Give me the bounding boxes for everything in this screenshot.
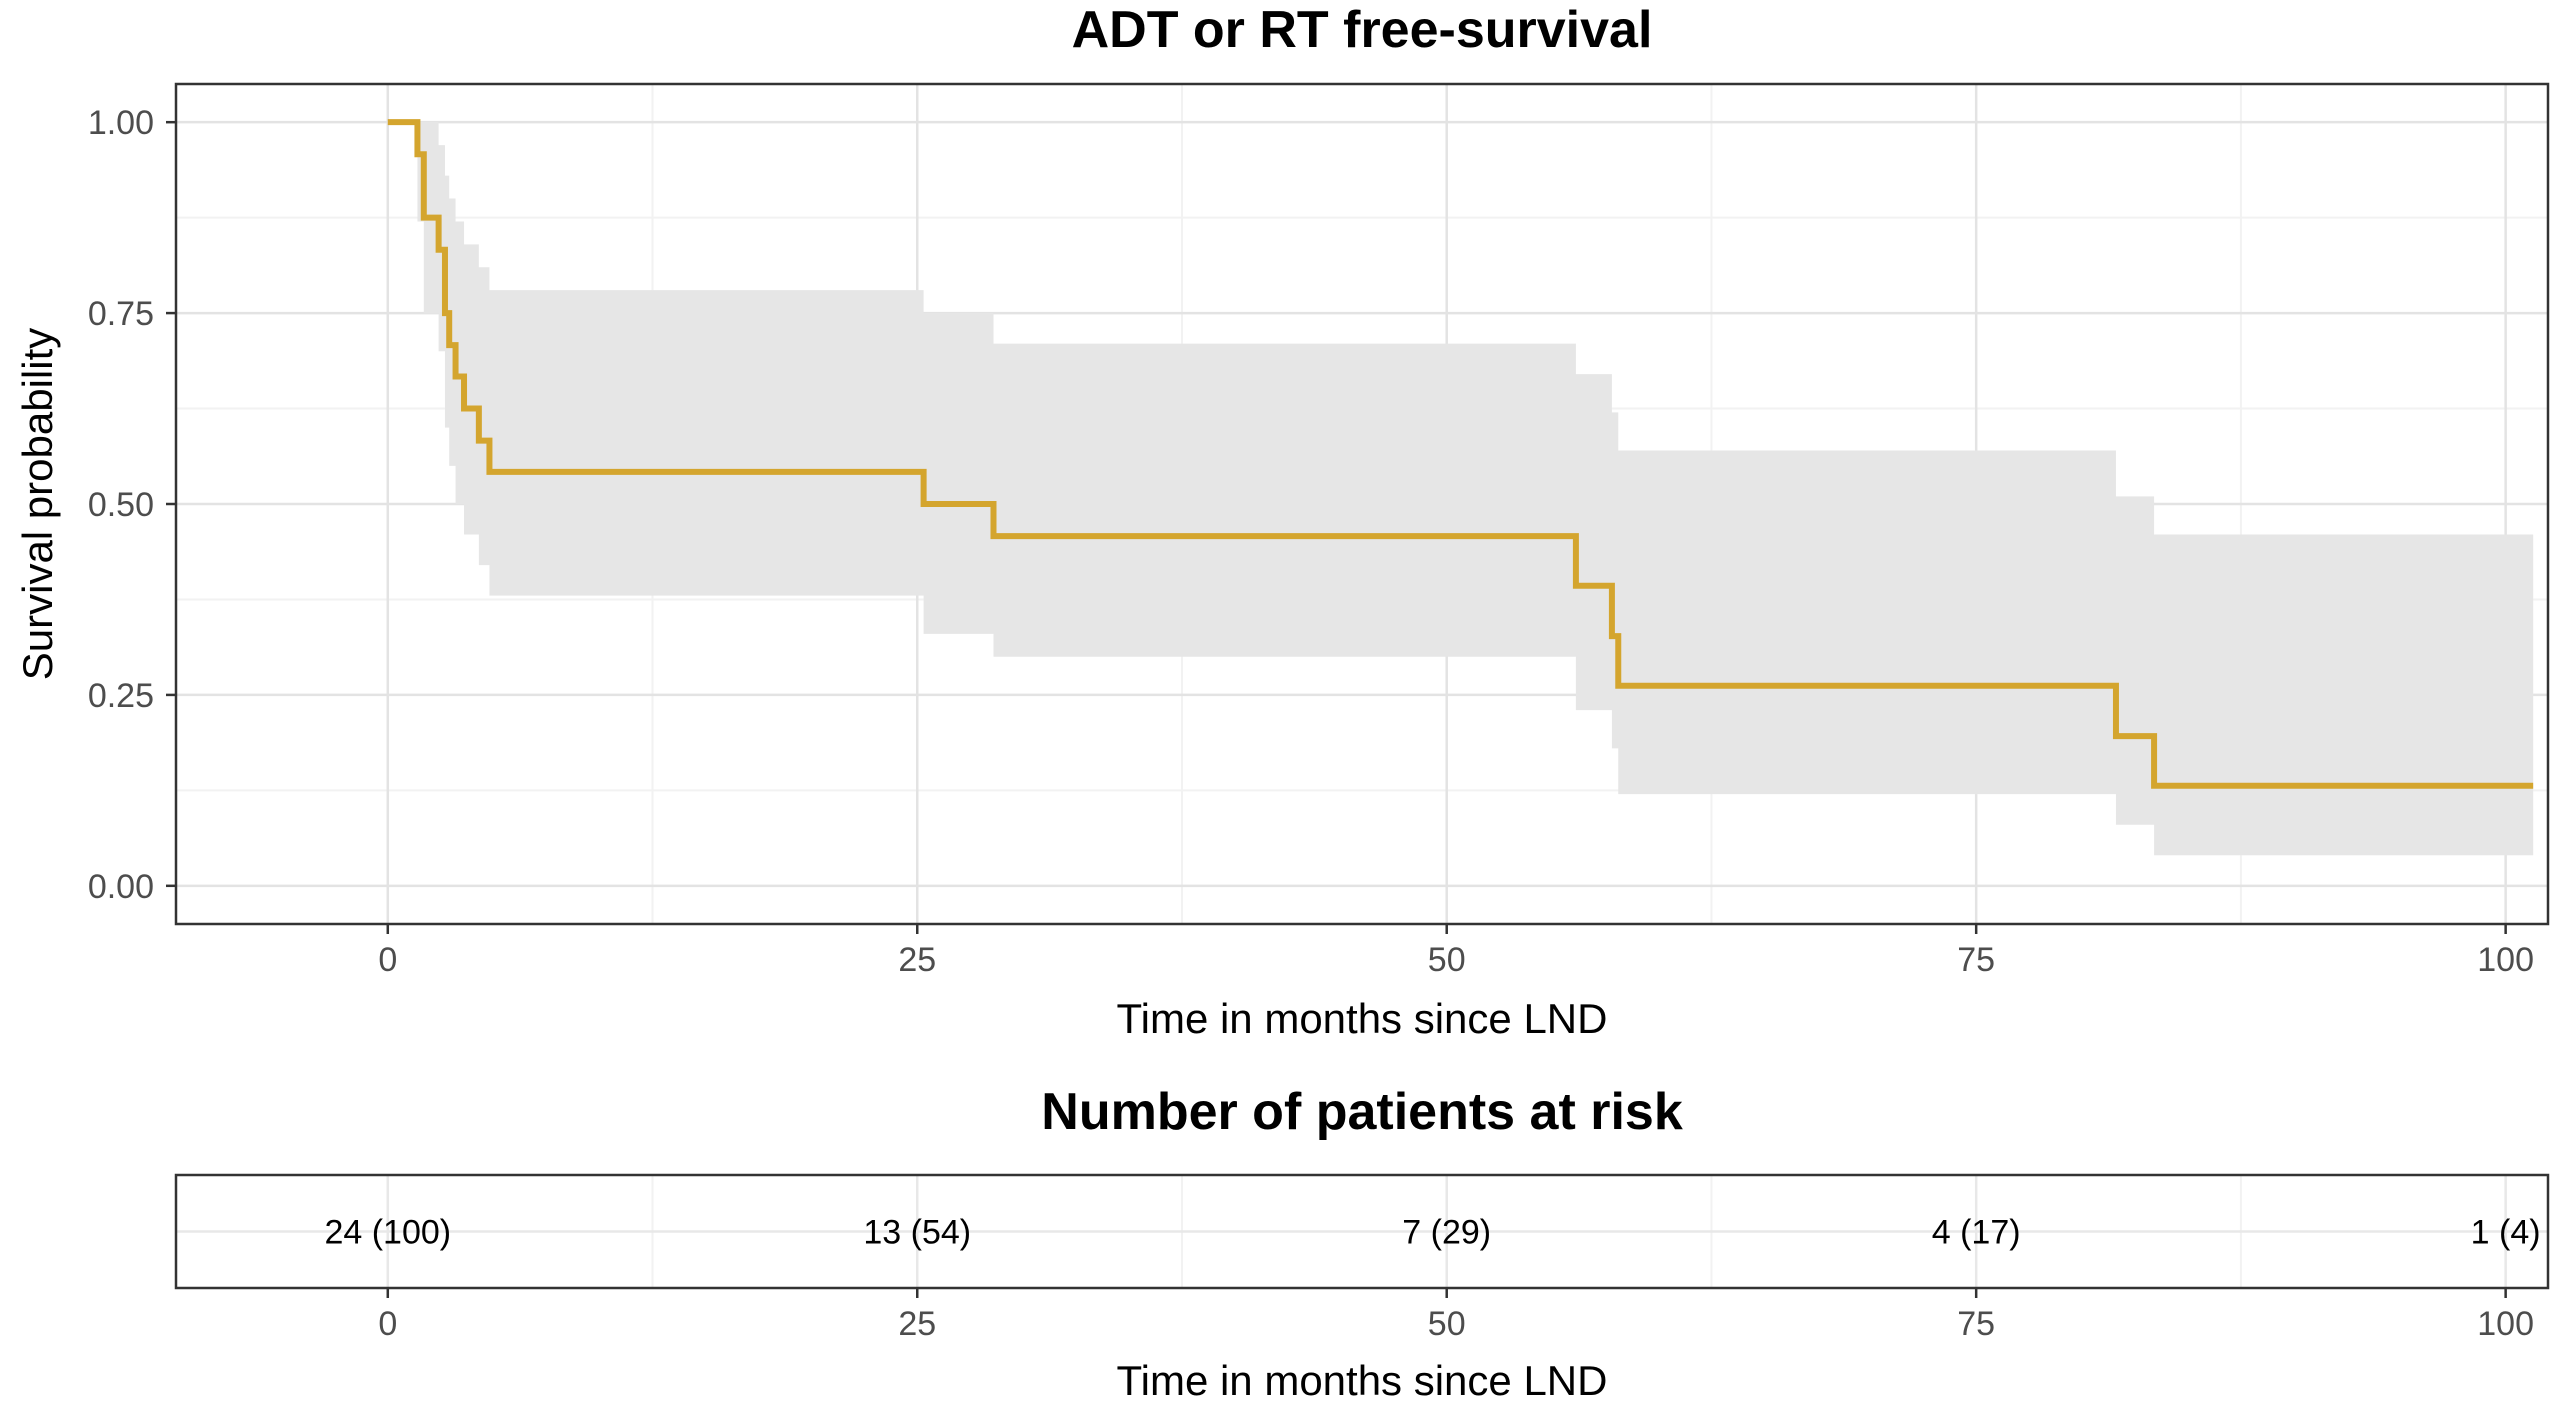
risk-x-tick-label: 0 (378, 1305, 397, 1343)
risk-major-gridlines (176, 1175, 2548, 1288)
y-tick-label: 0.50 (88, 486, 154, 524)
risk-values: 24 (100) 13 (54) 7 (29) 4 (17) 1 (4) (324, 1214, 2540, 1252)
risk-table-title: Number of patients at risk (1041, 1083, 1683, 1141)
y-tick-label: 0.00 (88, 868, 154, 906)
x-tick-label: 0 (378, 941, 397, 979)
survival-step-line (387, 119, 2534, 789)
x-tick-label: 75 (1957, 941, 1995, 979)
risk-table-border (174, 1173, 2550, 1290)
y-tick-label: 0.75 (88, 295, 154, 333)
survival-y-ticks: 0.00 0.25 0.50 0.75 1.00 (88, 104, 176, 906)
y-tick-label: 1.00 (88, 104, 154, 142)
confidence-band-area (387, 122, 2534, 856)
survival-chart-title: ADT or RT free-survival (1072, 1, 1653, 59)
x-tick-label: 100 (2477, 941, 2534, 979)
survival-y-axis-label: Survival probability (14, 328, 61, 681)
risk-x-ticks: 0 25 50 75 100 (378, 1288, 2534, 1343)
survival-x-ticks: 0 25 50 75 100 (378, 924, 2534, 979)
x-tick-label: 25 (898, 941, 936, 979)
survival-x-axis-label: Time in months since LND (1117, 995, 1608, 1042)
confidence-band (387, 122, 2534, 856)
risk-x-tick-label: 25 (898, 1305, 936, 1343)
risk-x-axis-label: Time in months since LND (1117, 1357, 1608, 1404)
risk-table: Number of patients at risk 24 (100) 13 (5… (174, 1083, 2550, 1404)
risk-value: 13 (54) (863, 1214, 971, 1252)
y-tick-label: 0.25 (88, 677, 154, 715)
risk-value: 4 (17) (1932, 1214, 2021, 1252)
x-tick-label: 50 (1428, 941, 1466, 979)
risk-x-tick-label: 50 (1428, 1305, 1466, 1343)
risk-value: 24 (100) (324, 1214, 451, 1252)
survival-curve (387, 119, 2534, 789)
risk-x-tick-label: 75 (1957, 1305, 1995, 1343)
risk-x-tick-label: 100 (2477, 1305, 2534, 1343)
risk-value: 1 (4) (2471, 1214, 2541, 1252)
survival-chart: ADT or RT free-survival 0.00 0.25 0.50 0.75… (14, 1, 2550, 1042)
risk-value: 7 (29) (1402, 1214, 1491, 1252)
